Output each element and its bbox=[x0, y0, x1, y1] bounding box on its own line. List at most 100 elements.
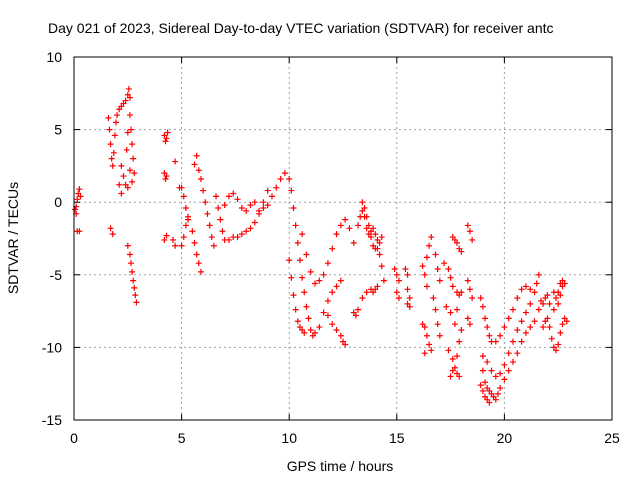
data-point bbox=[132, 292, 139, 299]
data-point bbox=[441, 260, 448, 267]
data-point bbox=[296, 257, 303, 264]
data-point bbox=[426, 341, 433, 348]
data-point bbox=[243, 228, 250, 235]
data-point bbox=[510, 358, 517, 365]
data-point bbox=[359, 295, 366, 302]
data-point bbox=[312, 329, 319, 336]
data-point bbox=[505, 367, 512, 374]
data-point bbox=[514, 350, 521, 357]
data-point bbox=[320, 309, 327, 316]
data-point bbox=[550, 306, 557, 313]
data-point bbox=[466, 286, 473, 293]
data-point bbox=[430, 295, 437, 302]
data-point bbox=[449, 356, 456, 363]
data-point bbox=[130, 155, 137, 162]
data-point bbox=[290, 205, 297, 212]
data-point bbox=[447, 309, 454, 316]
data-point bbox=[404, 286, 411, 293]
data-point bbox=[74, 196, 81, 203]
data-point bbox=[301, 289, 308, 296]
data-point bbox=[421, 324, 428, 331]
data-point bbox=[200, 187, 207, 194]
data-point bbox=[436, 332, 443, 339]
data-point bbox=[131, 170, 138, 177]
data-point bbox=[501, 361, 508, 368]
data-point bbox=[540, 300, 547, 307]
data-point bbox=[162, 175, 169, 182]
data-point bbox=[72, 206, 79, 213]
data-point bbox=[128, 260, 135, 267]
data-point bbox=[202, 199, 209, 206]
data-point bbox=[376, 239, 383, 246]
data-point bbox=[505, 315, 512, 322]
data-point bbox=[466, 321, 473, 328]
data-point bbox=[466, 228, 473, 235]
y-tick-label: -5 bbox=[50, 267, 63, 283]
data-point bbox=[477, 382, 484, 389]
data-point bbox=[374, 283, 381, 290]
data-point bbox=[479, 367, 486, 374]
data-point bbox=[428, 234, 435, 241]
data-point bbox=[458, 248, 465, 255]
data-point bbox=[206, 222, 213, 229]
data-point bbox=[423, 332, 430, 339]
data-point bbox=[197, 175, 204, 182]
data-point bbox=[535, 306, 542, 313]
data-point bbox=[337, 332, 344, 339]
data-point bbox=[458, 289, 465, 296]
data-point bbox=[76, 186, 83, 193]
data-point bbox=[107, 141, 114, 148]
data-point bbox=[449, 367, 456, 374]
data-point bbox=[419, 263, 426, 270]
data-point bbox=[479, 387, 486, 394]
data-point bbox=[544, 292, 551, 299]
data-point bbox=[443, 303, 450, 310]
data-point bbox=[128, 126, 135, 133]
data-point bbox=[454, 239, 461, 246]
data-point bbox=[423, 254, 430, 261]
data-point bbox=[333, 231, 340, 238]
data-point bbox=[370, 225, 377, 232]
data-point bbox=[329, 289, 336, 296]
data-point bbox=[123, 146, 130, 153]
data-point bbox=[234, 196, 241, 203]
data-point bbox=[527, 324, 534, 331]
x-axis-label: GPS time / hours bbox=[287, 458, 394, 474]
data-point bbox=[109, 231, 116, 238]
data-point bbox=[180, 193, 187, 200]
data-point bbox=[421, 350, 428, 357]
data-point bbox=[221, 202, 228, 209]
data-point bbox=[243, 207, 250, 214]
data-point bbox=[546, 324, 553, 331]
data-point bbox=[497, 370, 504, 377]
data-point bbox=[374, 245, 381, 252]
data-point bbox=[112, 119, 119, 126]
data-point bbox=[288, 187, 295, 194]
data-point bbox=[402, 265, 409, 272]
data-point bbox=[230, 190, 237, 197]
data-point bbox=[217, 216, 224, 223]
data-point bbox=[510, 338, 517, 345]
data-point bbox=[178, 184, 185, 191]
data-point bbox=[195, 260, 202, 267]
data-point bbox=[301, 329, 308, 336]
data-point bbox=[535, 271, 542, 278]
data-point bbox=[406, 295, 413, 302]
data-point bbox=[189, 228, 196, 235]
data-point bbox=[464, 222, 471, 229]
y-tick-label: 5 bbox=[54, 122, 62, 138]
data-point bbox=[129, 178, 136, 185]
data-point bbox=[527, 286, 534, 293]
data-point bbox=[191, 161, 198, 168]
data-point bbox=[378, 263, 385, 270]
data-point bbox=[161, 236, 168, 243]
data-point bbox=[215, 205, 222, 212]
data-point bbox=[363, 289, 370, 296]
data-point bbox=[118, 162, 125, 169]
data-point bbox=[292, 222, 299, 229]
data-point bbox=[109, 162, 116, 169]
data-point bbox=[454, 306, 461, 313]
data-point bbox=[299, 274, 306, 281]
data-point bbox=[260, 199, 267, 206]
data-point bbox=[395, 277, 402, 284]
